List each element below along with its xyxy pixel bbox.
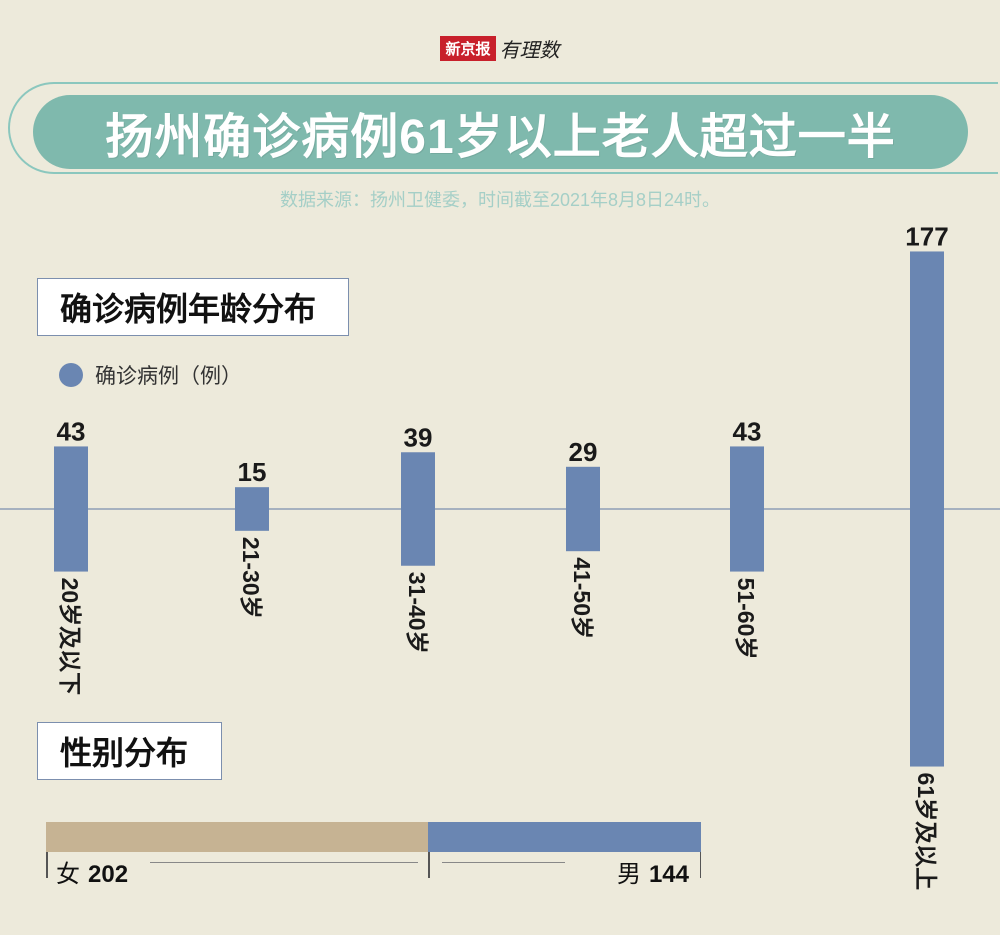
page-title: 扬州确诊病例61岁以上老人超过一半 <box>105 111 896 164</box>
category-label-2: 31-40岁 <box>404 572 430 654</box>
title-banner: 扬州确诊病例61岁以上老人超过一半 <box>33 95 968 169</box>
gender-label-female: 女 202 <box>56 854 128 889</box>
section-title-age: 确诊病例年龄分布 <box>37 278 349 336</box>
gender-bar-male <box>428 822 701 852</box>
bar-4 <box>730 446 764 572</box>
gender-leader-female <box>150 862 418 863</box>
section-title-gender: 性别分布 <box>37 722 222 780</box>
gender-bar-female <box>46 822 428 852</box>
title-frame <box>8 82 998 174</box>
legend: 确诊病例（例） <box>59 360 242 390</box>
gender-female-value: 202 <box>88 861 129 888</box>
category-label-0: 20岁及以下 <box>57 578 83 696</box>
source-note: 数据来源：扬州卫健委，时间截至2021年8月8日24时。 <box>279 190 721 210</box>
brand-logo: 新京报 有理数 <box>0 34 1000 63</box>
data-label-4: 43 <box>733 416 762 446</box>
gender-male-name: 男 <box>616 861 641 888</box>
brand-name: 新京报 <box>440 36 496 61</box>
data-label-0: 43 <box>57 416 86 446</box>
bar-5 <box>910 251 944 767</box>
legend-label: 确诊病例（例） <box>95 365 242 388</box>
bar-1 <box>235 487 269 531</box>
legend-swatch <box>59 363 83 387</box>
bar-3 <box>566 466 600 552</box>
gender-chart: 女 202 男 144 <box>46 822 701 888</box>
category-label-3: 41-50岁 <box>569 557 595 639</box>
gender-label-male: 男 144 <box>617 854 689 889</box>
category-label-5: 61岁及以上 <box>913 773 939 891</box>
data-label-1: 15 <box>238 457 267 487</box>
bar-0 <box>54 446 88 572</box>
gender-leader-male <box>442 862 565 863</box>
gender-tick-right <box>699 852 701 878</box>
gender-tick-left <box>46 852 48 878</box>
category-label-1: 21-30岁 <box>238 537 264 619</box>
gender-male-value: 144 <box>648 861 689 888</box>
brand-column: 有理数 <box>499 38 560 62</box>
data-label-2: 39 <box>404 422 433 452</box>
data-label-5: 177 <box>905 221 948 251</box>
gender-tick-mid <box>428 852 430 878</box>
gender-female-name: 女 <box>56 861 80 888</box>
bar-2 <box>401 452 435 566</box>
data-label-3: 29 <box>569 437 598 467</box>
category-label-4: 51-60岁 <box>733 578 759 660</box>
